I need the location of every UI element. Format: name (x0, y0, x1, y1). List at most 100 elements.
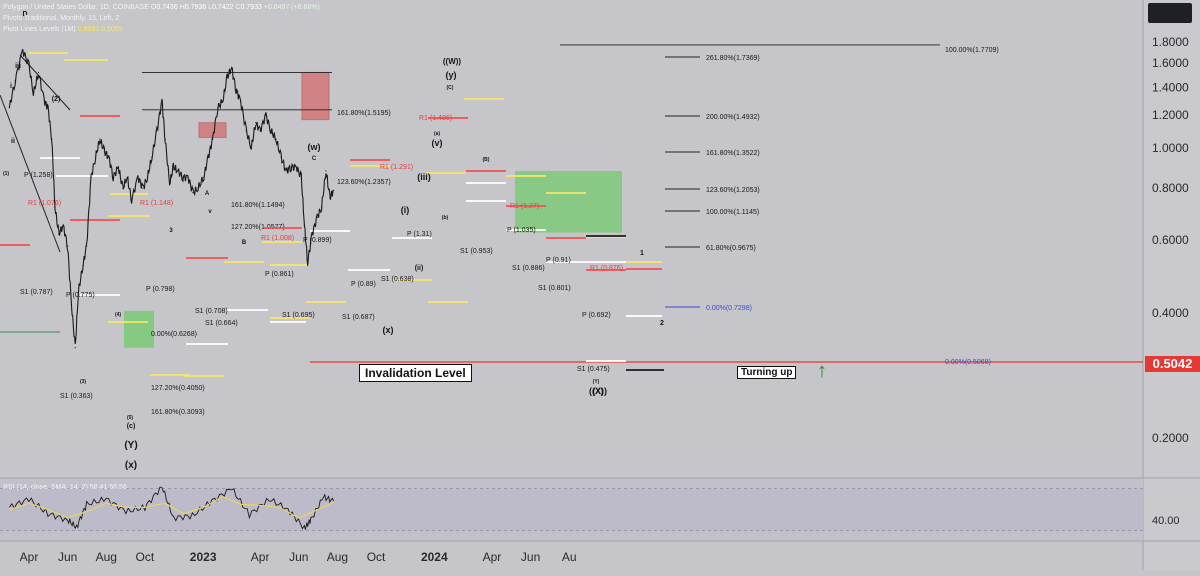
price-point (325, 170, 327, 172)
symbol-legend[interactable]: Polygon / United States Dollar, 1D, COIN… (3, 4, 320, 11)
price-point (103, 151, 105, 153)
price-point (8, 107, 10, 109)
pivot-label: P (0.775) (66, 292, 95, 299)
fib-label: 161.80%(1.3522) (706, 150, 760, 157)
price-point (62, 225, 64, 227)
x-tick-label: 2023 (190, 550, 217, 564)
pivot-settings: Pivots Traditional, Monthly, 15, Left, 2 (3, 15, 120, 22)
top-right-toolbar-box[interactable] (1148, 3, 1192, 23)
green-zone-box (515, 170, 622, 233)
pivot-label: R1 (0.876) (590, 265, 623, 272)
x-tick-label: Aug (96, 550, 117, 564)
trend-line (0, 94, 61, 253)
rsi-legend: RSI (14, close, SMA, 14, 2) 58.41 56.56 (3, 484, 127, 491)
pivot-label: P (0.89) (351, 281, 376, 288)
wave-label: ((X)) (589, 386, 607, 396)
price-point (295, 166, 297, 168)
price-point (74, 347, 76, 349)
pivot-label: P (0.899) (303, 237, 332, 244)
price-point (99, 138, 101, 140)
pivot-label: S1 (0.695) (282, 312, 315, 319)
x-tick-label: Oct (136, 550, 155, 564)
pivot-indicator-legend[interactable]: Pivots Traditional, Monthly, 15, Left, 2 (3, 15, 119, 22)
price-point (303, 225, 306, 227)
price-point (70, 303, 72, 305)
wave-label: (X) (593, 387, 604, 396)
y-tick-label: 1.0000 (1152, 141, 1189, 155)
wave-label: ((W)) (443, 57, 462, 66)
rsi-sma-line (9, 496, 334, 519)
wave-label: (c) (127, 423, 136, 430)
fib-label: 127.20%(0.4050) (151, 385, 205, 392)
wave-label: i (10, 83, 12, 90)
wave-label: 2 (660, 320, 664, 327)
pivot-label: R1 (1.27) (510, 203, 539, 210)
price-point (239, 100, 242, 102)
price-point (255, 122, 257, 124)
price-point (250, 147, 252, 149)
level-a-value: 0.9091 (77, 26, 100, 33)
y-tick-label: 1.6000 (1152, 56, 1189, 70)
level-b-value: 0.5059 (101, 26, 123, 33)
price-point (321, 206, 323, 208)
pivot-label: S1 (0.687) (342, 314, 375, 321)
price-point (212, 138, 214, 140)
price-point (58, 233, 60, 235)
wave-label: D (22, 11, 27, 18)
low-label: L (208, 4, 213, 11)
pivot-label: S1 (0.664) (205, 320, 238, 327)
wave-label: (ii) (415, 265, 424, 272)
high-label: H (179, 4, 185, 11)
invalidation-level-label: Invalidation Level (359, 364, 472, 382)
fib-label: 100.00%(1.7709) (945, 47, 999, 54)
price-point (333, 189, 335, 191)
price-axis-panel (1143, 0, 1200, 571)
price-point (43, 100, 45, 102)
price-point (82, 265, 84, 267)
symbol-name: Polygon / United States Dollar, 1D, COIN… (3, 4, 149, 11)
wave-label: 3 (169, 228, 173, 234)
fib-label: 61.80%(0.9675) (706, 245, 756, 252)
pivot-label: S1 (0.886) (512, 265, 545, 272)
rsi-line (9, 486, 335, 530)
pivot-label: P (0.861) (265, 271, 294, 278)
price-point (182, 176, 184, 178)
price-point (37, 71, 40, 74)
price-point (307, 261, 309, 263)
pivot-label: R1 (1.486) (419, 115, 452, 122)
pivot-label: R1 (1.291) (380, 164, 413, 171)
wave-label: (Y) (593, 379, 600, 385)
pivot-label: R1 (1.076) (28, 200, 61, 207)
turning-up-label: Turning up (737, 366, 797, 379)
pivot-label: S1 (0.638) (381, 276, 414, 283)
x-tick-label: Oct (367, 550, 386, 564)
pivot-label: P (1.31) (407, 231, 432, 238)
wave-label: (y) (446, 70, 457, 80)
wave-label: (i) (401, 205, 410, 215)
low-value: 0.7422 (212, 4, 234, 11)
fib-label: 161.80%(1.1494) (231, 202, 285, 209)
price-point (177, 170, 179, 172)
price-point (285, 170, 287, 172)
fib-label: 0.00%(0.7298) (706, 305, 752, 312)
levels-indicator-legend[interactable]: Pivot Lines Levels (1M) 0.9091 0.5059 (3, 26, 123, 33)
wave-label: C (312, 156, 317, 162)
pivot-label: P (0.798) (146, 286, 175, 293)
price-point (22, 49, 24, 51)
price-point (146, 176, 148, 178)
pivot-label: P (1.258) (24, 172, 53, 179)
up-arrow-icon: ↑ (817, 360, 827, 382)
price-point (197, 187, 199, 189)
wave-label: ii (11, 138, 15, 145)
close-label: C (235, 4, 241, 11)
price-point (151, 156, 153, 158)
fib-label: 0.00%(0.6268) (151, 331, 197, 338)
x-tick-label: Apr (251, 550, 270, 564)
y-tick-label: 0.8000 (1152, 181, 1189, 195)
x-tick-label: Au (562, 550, 577, 564)
wave-label: A (205, 191, 210, 197)
y-tick-label: 0.4000 (1152, 306, 1189, 320)
wave-label: (C) (447, 85, 454, 91)
fib-label: 100.00%(1.1145) (706, 209, 759, 216)
